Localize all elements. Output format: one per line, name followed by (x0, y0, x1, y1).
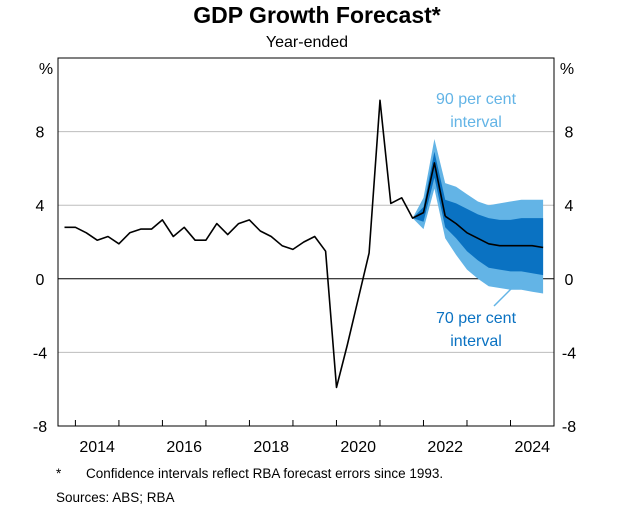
band-70-per-cent (412, 151, 544, 276)
y-tick-label-left: 8 (36, 125, 45, 142)
annotation-arrow (493, 277, 523, 307)
x-tick-label: 2018 (253, 439, 289, 456)
annotation-70-per-cent: 70 per cent interval (436, 310, 517, 350)
annotation-90-line: interval (450, 114, 502, 131)
chart-subtitle: Year-ended (265, 34, 349, 51)
annotation-90-per-cent: 90 per cent interval (436, 91, 517, 131)
y-unit-right: % (560, 61, 574, 78)
plot-frame (57, 57, 555, 427)
y-unit-left: % (39, 61, 53, 78)
gdp-history-line (64, 99, 446, 389)
x-tick-label: 2014 (79, 439, 115, 456)
x-tick-label: 2024 (514, 439, 550, 456)
y-tick-label-left: -8 (33, 419, 47, 436)
y-tick-label-left: -4 (33, 345, 47, 362)
y-tick-label-right: 0 (565, 272, 574, 289)
x-tick-label: 2016 (166, 439, 202, 456)
x-tick-label: 2020 (340, 439, 376, 456)
data-lines (64, 99, 544, 389)
y-tick-label-left: 4 (36, 198, 45, 215)
y-tick-label-right: 8 (565, 125, 574, 142)
sources: Sources: ABS; RBA (56, 490, 175, 505)
y-tick-label-right: -4 (562, 345, 576, 362)
x-tick-label: 2022 (427, 439, 463, 456)
y-tick-label-left: 0 (36, 272, 45, 289)
annotation-70-line: 70 per cent (436, 310, 517, 327)
gdp-forecast-line (444, 215, 544, 249)
annotation-70-line: interval (450, 333, 502, 350)
chart-title: GDP Growth Forecast* (193, 2, 441, 28)
y-tick-label-right: 4 (565, 198, 574, 215)
chart-notes: * Confidence intervals reflect RBA foreca… (56, 462, 443, 510)
annotations: 90 per cent interval 70 per cent interval (436, 91, 527, 350)
confidence-bands (412, 139, 544, 294)
y-tick-label-right: -8 (562, 419, 576, 436)
footnote-marker: * (56, 466, 62, 481)
axes: 8 8 4 4 0 0 -4 -4 -8 -8% % 2014 2016 2018 2020 2022 2024 (33, 61, 576, 456)
footnote: * Confidence intervals reflect RBA foreca… (56, 462, 443, 486)
footnote-text: Confidence intervals reflect RBA forecas… (86, 466, 444, 481)
annotation-90-line: 90 per cent (436, 91, 517, 108)
annotation-arrowhead (516, 273, 527, 284)
